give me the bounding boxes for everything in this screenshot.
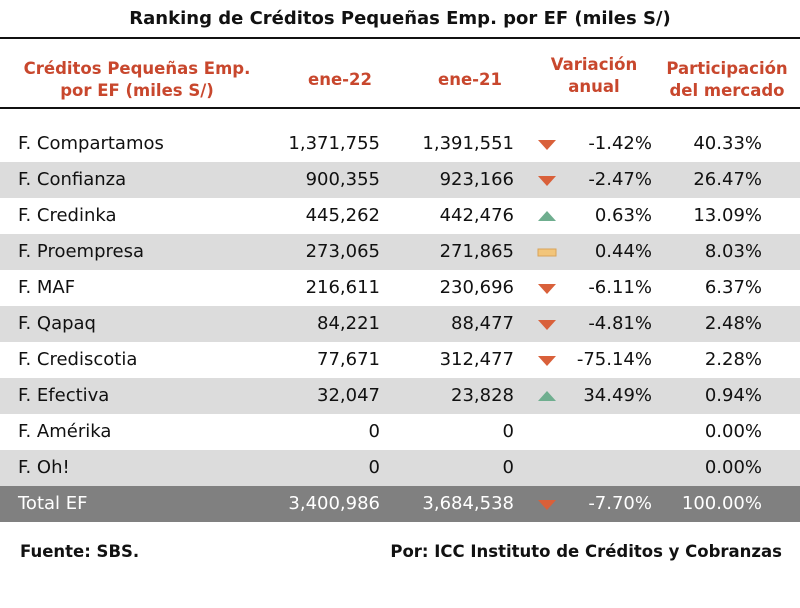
annual-variation: -75.14% bbox=[576, 349, 652, 370]
annual-variation: 34.49% bbox=[583, 385, 652, 406]
value-ene-21: 88,477 bbox=[451, 313, 514, 334]
annual-variation: -4.81% bbox=[588, 313, 652, 334]
value-ene-22: 445,262 bbox=[305, 205, 380, 226]
market-share: 6.37% bbox=[704, 277, 762, 298]
down-arrow-icon bbox=[536, 162, 558, 198]
value-ene-22: 84,221 bbox=[317, 313, 380, 334]
value-ene-22: 3,400,986 bbox=[288, 493, 380, 514]
value-ene-21: 230,696 bbox=[439, 277, 514, 298]
value-ene-22: 1,371,755 bbox=[288, 133, 380, 154]
value-ene-21: 312,477 bbox=[439, 349, 514, 370]
table-row: F. Confianza 900,355 923,166 -2.47% 26.47% bbox=[0, 162, 800, 198]
table-row: F. Amérika 0 0 0.00% bbox=[0, 414, 800, 450]
entity-name: F. Efectiva bbox=[18, 385, 110, 406]
table-row: F. Proempresa 273,065 271,865 0.44% 8.03% bbox=[0, 234, 800, 270]
total-row: Total EF 3,400,986 3,684,538 -7.70% 100.00% bbox=[0, 486, 800, 522]
table-title: Ranking de Créditos Pequeñas Emp. por EF… bbox=[129, 8, 671, 29]
market-share: 26.47% bbox=[693, 169, 762, 190]
up-arrow-icon bbox=[536, 198, 558, 234]
market-share: 8.03% bbox=[704, 241, 762, 262]
annual-variation: 0.44% bbox=[594, 241, 652, 262]
up-arrow-icon bbox=[536, 378, 558, 414]
market-share: 0.94% bbox=[704, 385, 762, 406]
annual-variation: -6.11% bbox=[588, 277, 652, 298]
market-share: 13.09% bbox=[693, 205, 762, 226]
down-arrow-icon bbox=[536, 342, 558, 378]
market-share: 0.00% bbox=[704, 457, 762, 478]
value-ene-22: 77,671 bbox=[317, 349, 380, 370]
value-ene-21: 923,166 bbox=[439, 169, 514, 190]
table-row: F. Compartamos 1,371,755 1,391,551 -1.42% 40… bbox=[0, 126, 800, 162]
header-divider bbox=[0, 107, 800, 109]
table-row: F. Oh! 0 0 0.00% bbox=[0, 450, 800, 486]
down-arrow-icon bbox=[536, 126, 558, 162]
market-share: 0.00% bbox=[704, 421, 762, 442]
annual-variation: -1.42% bbox=[588, 133, 652, 154]
value-ene-22: 900,355 bbox=[305, 169, 380, 190]
flat-trend-icon bbox=[536, 234, 558, 270]
value-ene-21: 23,828 bbox=[451, 385, 514, 406]
entity-name: F. Credinka bbox=[18, 205, 117, 226]
value-ene-21: 3,684,538 bbox=[422, 493, 514, 514]
footer-credit: Por: ICC Instituto de Créditos y Cobranz… bbox=[390, 542, 782, 561]
header-entity-line1: Créditos Pequeñas Emp. bbox=[23, 59, 251, 78]
entity-name: F. Qapaq bbox=[18, 313, 96, 334]
market-share: 40.33% bbox=[693, 133, 762, 154]
title-divider bbox=[0, 37, 800, 39]
value-ene-21: 0 bbox=[502, 457, 514, 478]
annual-variation: -7.70% bbox=[588, 493, 652, 514]
entity-name: F. Crediscotia bbox=[18, 349, 138, 370]
table-row: F. MAF 216,611 230,696 -6.11% 6.37% bbox=[0, 270, 800, 306]
entity-name: F. MAF bbox=[18, 277, 76, 298]
header-period1: ene-22 bbox=[308, 70, 372, 89]
value-ene-21: 442,476 bbox=[439, 205, 514, 226]
header-period2: ene-21 bbox=[438, 70, 502, 89]
market-share: 100.00% bbox=[681, 493, 762, 514]
entity-name: F. Proempresa bbox=[18, 241, 144, 262]
header-share-line1: Participación bbox=[666, 59, 788, 78]
entity-name: F. Confianza bbox=[18, 169, 127, 190]
footer-source: Fuente: SBS. bbox=[20, 542, 140, 561]
header-variation-line1: Variación bbox=[550, 55, 638, 74]
annual-variation: -2.47% bbox=[588, 169, 652, 190]
value-ene-21: 0 bbox=[502, 421, 514, 442]
entity-name: F. Compartamos bbox=[18, 133, 164, 154]
header-entity-line2: por EF (miles S/) bbox=[60, 81, 214, 100]
header-variation: Variación anual bbox=[532, 54, 656, 98]
value-ene-22: 273,065 bbox=[305, 241, 380, 262]
table-row: F. Crediscotia 77,671 312,477 -75.14% 2.28% bbox=[0, 342, 800, 378]
value-ene-22: 0 bbox=[368, 421, 380, 442]
header-share: Participación del mercado bbox=[654, 58, 800, 102]
value-ene-21: 1,391,551 bbox=[422, 133, 514, 154]
down-arrow-icon bbox=[536, 486, 558, 522]
entity-name: F. Amérika bbox=[18, 421, 112, 442]
down-arrow-icon bbox=[536, 270, 558, 306]
header-entity: Créditos Pequeñas Emp. por EF (miles S/) bbox=[6, 58, 268, 102]
value-ene-22: 0 bbox=[368, 457, 380, 478]
header-variation-line2: anual bbox=[568, 77, 620, 96]
value-ene-22: 32,047 bbox=[317, 385, 380, 406]
table-row: F. Credinka 445,262 442,476 0.63% 13.09% bbox=[0, 198, 800, 234]
table-row: F. Qapaq 84,221 88,477 -4.81% 2.48% bbox=[0, 306, 800, 342]
value-ene-22: 216,611 bbox=[305, 277, 380, 298]
entity-name: F. Oh! bbox=[18, 457, 70, 478]
down-arrow-icon bbox=[536, 306, 558, 342]
market-share: 2.28% bbox=[704, 349, 762, 370]
entity-name: Total EF bbox=[18, 493, 88, 514]
header-share-line2: del mercado bbox=[669, 81, 785, 100]
value-ene-21: 271,865 bbox=[439, 241, 514, 262]
market-share: 2.48% bbox=[704, 313, 762, 334]
table-row: F. Efectiva 32,047 23,828 34.49% 0.94% bbox=[0, 378, 800, 414]
annual-variation: 0.63% bbox=[594, 205, 652, 226]
